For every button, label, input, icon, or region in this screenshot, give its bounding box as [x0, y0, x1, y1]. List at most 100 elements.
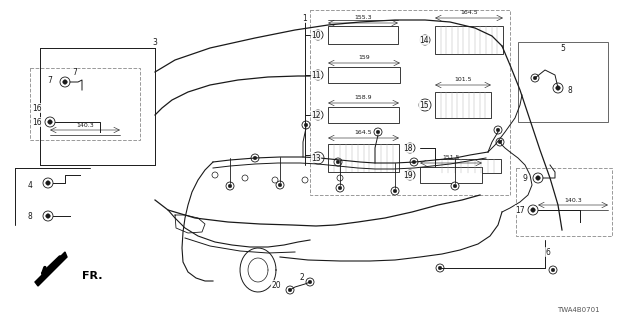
- Circle shape: [288, 288, 292, 292]
- Circle shape: [302, 121, 310, 129]
- Circle shape: [338, 186, 342, 190]
- Circle shape: [43, 178, 53, 188]
- Circle shape: [536, 176, 540, 180]
- Circle shape: [278, 183, 282, 187]
- Circle shape: [410, 158, 418, 166]
- Bar: [328, 144, 399, 172]
- Circle shape: [556, 86, 560, 90]
- Circle shape: [405, 170, 415, 180]
- Text: 164.5: 164.5: [354, 130, 372, 134]
- Circle shape: [334, 158, 342, 166]
- Circle shape: [313, 70, 323, 80]
- Circle shape: [405, 143, 415, 153]
- Circle shape: [496, 138, 504, 146]
- Text: 16: 16: [32, 117, 42, 126]
- Text: 18: 18: [403, 143, 413, 153]
- Text: 2: 2: [300, 274, 305, 283]
- Circle shape: [553, 83, 563, 93]
- Text: 15: 15: [419, 100, 429, 109]
- Bar: [518, 42, 608, 122]
- Text: 140.3: 140.3: [76, 123, 94, 127]
- Text: 17: 17: [515, 205, 525, 214]
- Text: 140.3: 140.3: [564, 197, 582, 203]
- Circle shape: [551, 268, 555, 272]
- Circle shape: [304, 123, 308, 127]
- Text: 12: 12: [311, 110, 321, 119]
- Text: 8: 8: [28, 212, 33, 220]
- Circle shape: [422, 102, 428, 108]
- Circle shape: [412, 160, 416, 164]
- Circle shape: [43, 211, 53, 221]
- Text: 159: 159: [358, 54, 370, 60]
- Text: 151.5: 151.5: [442, 155, 460, 159]
- Text: 101.5: 101.5: [454, 76, 472, 82]
- Text: 164.5: 164.5: [460, 10, 478, 14]
- Circle shape: [408, 173, 412, 177]
- Circle shape: [498, 140, 502, 144]
- Circle shape: [313, 110, 323, 120]
- Circle shape: [45, 117, 55, 127]
- Bar: [310, 10, 510, 195]
- Bar: [328, 67, 400, 83]
- Text: 155.3: 155.3: [354, 14, 372, 20]
- Circle shape: [496, 128, 500, 132]
- Text: 158.9: 158.9: [354, 94, 372, 100]
- Circle shape: [253, 156, 257, 160]
- Circle shape: [316, 113, 320, 117]
- Bar: [435, 26, 503, 54]
- Text: TWA4B0701: TWA4B0701: [557, 307, 600, 313]
- Text: 5: 5: [561, 44, 565, 52]
- Bar: [420, 167, 482, 183]
- Polygon shape: [35, 252, 67, 286]
- Text: 4: 4: [28, 180, 33, 189]
- Circle shape: [533, 76, 537, 80]
- Text: 9: 9: [523, 173, 527, 182]
- Bar: [30, 68, 140, 140]
- Text: 7: 7: [47, 76, 52, 84]
- Circle shape: [408, 146, 412, 150]
- Circle shape: [306, 278, 314, 286]
- Circle shape: [63, 80, 67, 84]
- Circle shape: [316, 155, 321, 161]
- Text: 6: 6: [545, 247, 550, 257]
- Circle shape: [436, 264, 444, 272]
- Text: FR.: FR.: [82, 271, 102, 281]
- Circle shape: [336, 160, 340, 164]
- Text: 8: 8: [568, 85, 572, 94]
- Circle shape: [286, 286, 294, 294]
- Circle shape: [438, 266, 442, 270]
- Bar: [328, 26, 398, 44]
- Circle shape: [313, 30, 323, 40]
- Circle shape: [212, 172, 218, 178]
- Circle shape: [374, 128, 382, 136]
- Circle shape: [531, 74, 539, 82]
- Circle shape: [60, 77, 70, 87]
- Text: 13: 13: [311, 154, 321, 163]
- Circle shape: [391, 187, 399, 195]
- Circle shape: [451, 182, 459, 190]
- Text: 1: 1: [303, 13, 307, 22]
- Text: 19: 19: [403, 171, 413, 180]
- Bar: [328, 107, 399, 123]
- Bar: [516, 168, 612, 236]
- Circle shape: [453, 184, 457, 188]
- Circle shape: [276, 181, 284, 189]
- Circle shape: [251, 154, 259, 162]
- Text: 16: 16: [32, 103, 42, 113]
- Circle shape: [302, 177, 308, 183]
- Circle shape: [337, 175, 343, 181]
- Text: 14: 14: [419, 36, 429, 44]
- Circle shape: [420, 35, 430, 45]
- Circle shape: [48, 120, 52, 124]
- Bar: [435, 159, 501, 173]
- Circle shape: [549, 266, 557, 274]
- Circle shape: [376, 130, 380, 134]
- Circle shape: [336, 184, 344, 192]
- Text: 20: 20: [271, 281, 281, 290]
- Circle shape: [316, 33, 320, 37]
- Text: 7: 7: [72, 68, 77, 76]
- Circle shape: [228, 184, 232, 188]
- Circle shape: [494, 126, 502, 134]
- Circle shape: [45, 214, 51, 218]
- Text: 3: 3: [152, 37, 157, 46]
